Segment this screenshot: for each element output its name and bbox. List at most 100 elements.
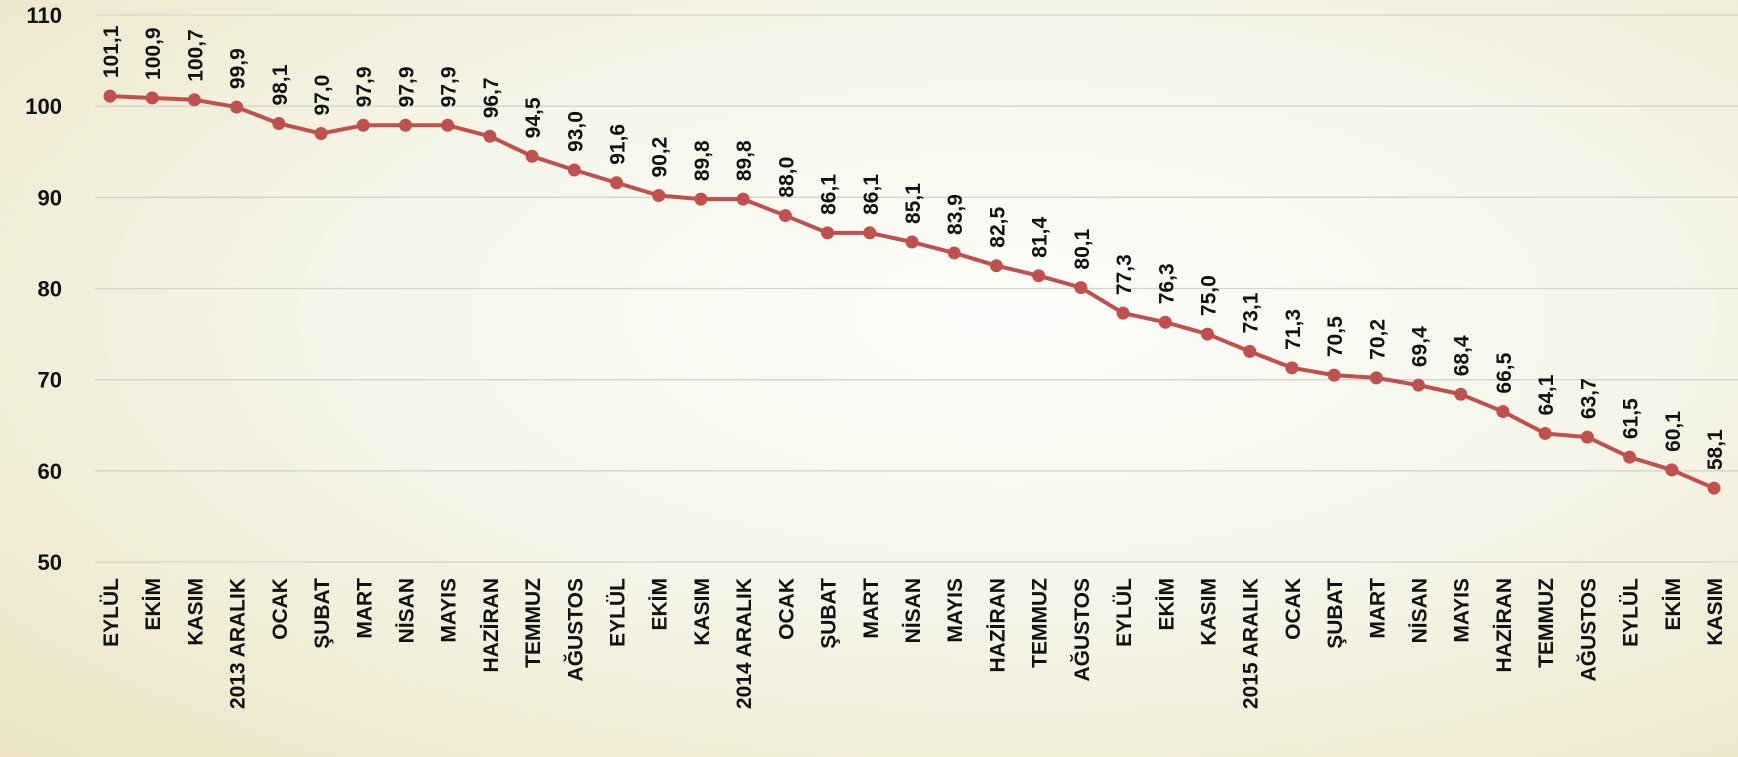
- x-category-label: MART: [353, 578, 376, 639]
- data-label: 81,4: [1029, 217, 1052, 258]
- data-point: [1200, 327, 1214, 341]
- data-label: 82,5: [986, 207, 1009, 248]
- x-category-label: EKİM: [142, 578, 165, 631]
- data-point: [145, 91, 159, 105]
- data-point: [1707, 481, 1721, 495]
- series-markers: [103, 89, 1721, 495]
- x-category-label: NİSAN: [902, 578, 925, 643]
- data-label: 97,9: [353, 66, 376, 107]
- x-category-label: HAZİRAN: [480, 578, 503, 673]
- data-label: 80,1: [1071, 228, 1094, 269]
- data-point: [989, 259, 1003, 273]
- data-point: [483, 129, 497, 143]
- x-category-label: NİSAN: [1409, 578, 1432, 643]
- data-point: [1623, 450, 1637, 464]
- data-point: [1454, 387, 1468, 401]
- x-category-label: TEMMUZ: [522, 578, 545, 668]
- x-category-label: EYLÜL: [100, 578, 123, 647]
- x-category-label: TEMMUZ: [1029, 578, 1052, 668]
- gridlines: [95, 14, 1738, 563]
- data-label: 70,2: [1366, 319, 1389, 360]
- data-label: 61,5: [1620, 398, 1643, 439]
- data-label: 100,7: [184, 29, 207, 82]
- y-axis-ticks: 50 60 70 80 90 100 110: [25, 3, 62, 575]
- x-category-label: 2013 ARALIK: [227, 578, 250, 709]
- data-label: 69,4: [1409, 326, 1432, 367]
- data-point: [1496, 405, 1510, 419]
- data-label: 97,9: [438, 66, 461, 107]
- data-label: 89,8: [691, 140, 714, 181]
- data-label: 71,3: [1282, 309, 1305, 350]
- data-label: 68,4: [1451, 335, 1474, 376]
- x-category-label: NİSAN: [395, 578, 418, 643]
- y-tick-label: 60: [38, 459, 62, 484]
- x-category-label: HAZİRAN: [986, 578, 1009, 673]
- data-label: 97,9: [395, 66, 418, 107]
- x-axis-categories: EYLÜL EKİM KASIM 2013 ARALIK OCAK ŞUBAT MART Nİ…: [100, 578, 1727, 709]
- data-label: 76,3: [1155, 263, 1178, 304]
- y-tick-label: 80: [38, 277, 62, 302]
- data-point: [1032, 269, 1046, 283]
- data-point: [272, 116, 286, 130]
- x-category-label: KASIM: [1197, 578, 1220, 646]
- x-category-label: EYLÜL: [1620, 578, 1643, 647]
- data-label: 93,0: [564, 111, 587, 152]
- data-label: 85,1: [902, 183, 925, 224]
- data-point: [441, 118, 455, 132]
- data-label: 86,1: [860, 174, 883, 215]
- data-label: 63,7: [1577, 378, 1600, 419]
- data-point: [905, 235, 919, 249]
- data-label: 77,3: [1113, 254, 1136, 295]
- data-point: [736, 192, 750, 206]
- x-category-label: KASIM: [184, 578, 207, 646]
- data-point: [356, 118, 370, 132]
- y-tick-label: 110: [27, 3, 63, 28]
- data-point: [863, 226, 877, 240]
- x-category-label: ŞUBAT: [311, 578, 334, 649]
- data-point: [1243, 344, 1257, 358]
- data-point: [525, 149, 539, 163]
- data-point: [187, 93, 201, 107]
- x-category-label: OCAK: [775, 578, 798, 640]
- data-label: 60,1: [1662, 411, 1685, 452]
- data-label: 66,5: [1493, 352, 1516, 393]
- data-point: [1412, 378, 1426, 392]
- x-category-label: 2014 ARALIK: [733, 578, 756, 709]
- data-label: 97,0: [311, 75, 334, 116]
- x-category-label: OCAK: [1282, 578, 1305, 640]
- data-point: [1369, 371, 1383, 385]
- x-category-label: 2015 ARALIK: [1240, 578, 1263, 709]
- x-category-label: MAYIS: [438, 578, 461, 643]
- x-category-label: ŞUBAT: [818, 578, 841, 649]
- x-category-label: ŞUBAT: [1324, 578, 1347, 649]
- data-label: 96,7: [480, 77, 503, 118]
- data-point: [1158, 315, 1172, 329]
- y-tick-label: 90: [38, 185, 62, 210]
- data-label: 70,5: [1324, 316, 1347, 357]
- x-category-label: TEMMUZ: [1535, 578, 1558, 668]
- data-point: [821, 226, 835, 240]
- x-category-label: MAYIS: [944, 578, 967, 643]
- data-label: 86,1: [818, 174, 841, 215]
- data-point: [1285, 361, 1299, 375]
- x-category-label: MAYIS: [1451, 578, 1474, 643]
- x-category-label: AĞUSTOS: [1576, 578, 1600, 681]
- data-point: [103, 89, 117, 103]
- data-point: [1580, 430, 1594, 444]
- data-point: [1327, 368, 1341, 382]
- x-category-label: MART: [860, 578, 883, 639]
- x-category-label: MART: [1366, 578, 1389, 639]
- data-point: [778, 209, 792, 223]
- data-point: [1665, 463, 1679, 477]
- x-category-label: EKİM: [1662, 578, 1685, 631]
- x-category-label: EKİM: [1155, 578, 1178, 631]
- data-point: [314, 127, 328, 141]
- y-tick-label: 70: [38, 368, 62, 393]
- data-point: [610, 176, 624, 190]
- series-line: [109, 94, 1715, 490]
- data-label: 73,1: [1240, 292, 1263, 333]
- x-category-label: HAZİRAN: [1493, 578, 1516, 673]
- data-point: [398, 118, 412, 132]
- data-label: 94,5: [522, 97, 545, 138]
- data-label: 99,9: [227, 48, 250, 89]
